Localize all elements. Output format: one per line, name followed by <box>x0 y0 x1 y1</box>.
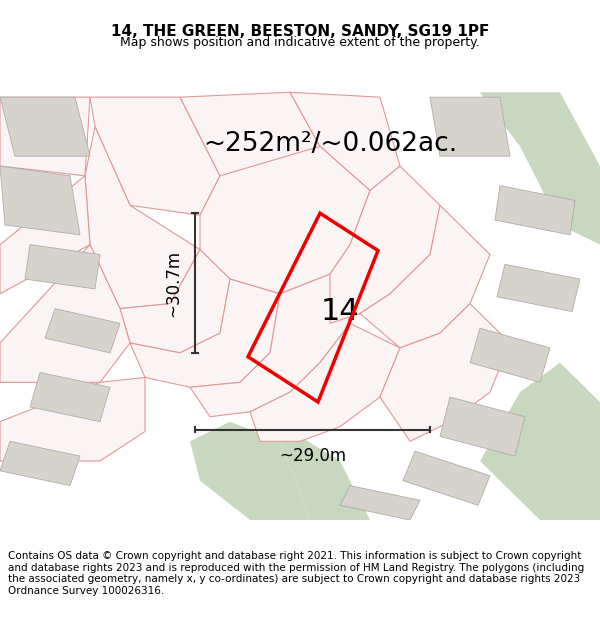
Polygon shape <box>430 97 510 156</box>
Polygon shape <box>330 166 440 323</box>
Text: Contains OS data © Crown copyright and database right 2021. This information is : Contains OS data © Crown copyright and d… <box>8 551 584 596</box>
Polygon shape <box>0 97 90 176</box>
Polygon shape <box>85 127 200 309</box>
Polygon shape <box>200 146 370 294</box>
Text: 14, THE GREEN, BEESTON, SANDY, SG19 1PF: 14, THE GREEN, BEESTON, SANDY, SG19 1PF <box>111 24 489 39</box>
Polygon shape <box>380 304 510 441</box>
Text: Map shows position and indicative extent of the property.: Map shows position and indicative extent… <box>120 36 480 49</box>
Polygon shape <box>90 97 220 215</box>
Polygon shape <box>0 176 90 294</box>
Polygon shape <box>0 378 145 461</box>
Polygon shape <box>470 328 550 382</box>
Polygon shape <box>45 309 120 353</box>
Polygon shape <box>495 186 575 235</box>
Polygon shape <box>190 274 350 417</box>
Polygon shape <box>480 92 600 244</box>
Polygon shape <box>120 249 230 353</box>
Polygon shape <box>130 279 280 388</box>
Polygon shape <box>30 372 110 422</box>
Polygon shape <box>180 92 320 186</box>
Text: ~252m²/~0.062ac.: ~252m²/~0.062ac. <box>203 131 457 158</box>
Polygon shape <box>25 244 100 289</box>
Text: 14: 14 <box>320 297 359 326</box>
Polygon shape <box>480 362 600 520</box>
Polygon shape <box>403 451 490 505</box>
Polygon shape <box>290 92 400 191</box>
Polygon shape <box>497 264 580 311</box>
Polygon shape <box>0 166 80 235</box>
Polygon shape <box>0 441 80 486</box>
Polygon shape <box>340 486 420 520</box>
Polygon shape <box>440 397 525 456</box>
Polygon shape <box>360 206 490 348</box>
Polygon shape <box>280 436 370 520</box>
Text: ~30.7m: ~30.7m <box>164 249 182 317</box>
Polygon shape <box>0 244 130 382</box>
Polygon shape <box>250 323 400 441</box>
Polygon shape <box>0 97 90 156</box>
Polygon shape <box>190 422 310 520</box>
Text: ~29.0m: ~29.0m <box>279 448 346 465</box>
